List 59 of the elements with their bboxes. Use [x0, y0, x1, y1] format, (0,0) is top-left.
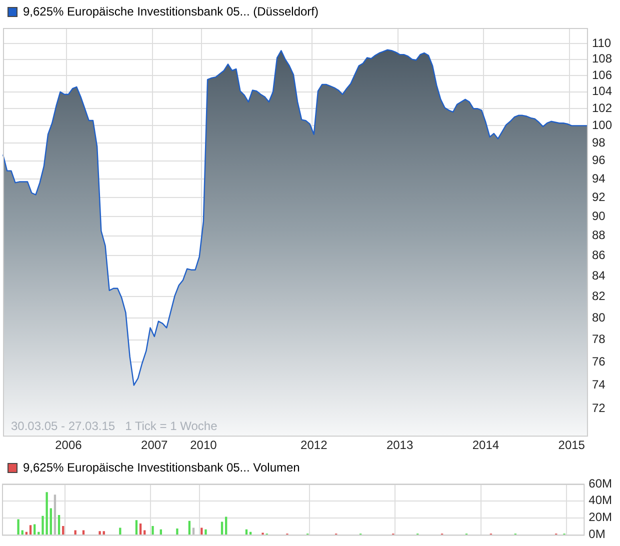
y-tick-label: 88	[592, 228, 606, 242]
bar	[46, 492, 48, 535]
bar	[200, 528, 203, 535]
legend-label: 9,625% Europäische Investitionsbank 05... Volumen	[23, 460, 300, 474]
x-tick-label: 2015	[558, 438, 586, 452]
bar	[29, 525, 32, 535]
bar	[225, 516, 228, 535]
x-tick-label: 2007	[141, 438, 168, 452]
bar	[62, 526, 64, 535]
x-tick-label: 2006	[55, 438, 82, 452]
y-tick-label: 60M	[588, 476, 612, 490]
y-tick-label: 102	[592, 100, 612, 115]
bar	[220, 522, 224, 535]
x-tick-label: 2012	[300, 438, 328, 452]
y-tick-label: 90	[592, 208, 606, 223]
bar	[54, 494, 56, 535]
y-tick-label: 76	[592, 354, 606, 369]
y-tick-label: 106	[592, 68, 612, 82]
x-tick-label: 2013	[386, 438, 414, 452]
y-tick-label: 0M	[588, 527, 606, 542]
bar	[21, 530, 24, 535]
y-tick-label: 92	[592, 190, 606, 204]
y-tick-label: 84	[592, 268, 606, 282]
y-tick-label: 80	[592, 310, 606, 324]
bar	[135, 520, 138, 535]
x-tick-label: 2010	[190, 438, 218, 452]
bar	[188, 520, 191, 535]
y-tick-label: 96	[592, 153, 606, 168]
y-tick-label: 100	[592, 118, 612, 132]
bar	[98, 531, 101, 535]
bar	[176, 528, 178, 535]
x-tick-label: 2014	[472, 438, 500, 452]
y-tick-label: 20M	[588, 510, 612, 524]
bar	[34, 524, 36, 535]
y-tick-label: 104	[592, 84, 612, 98]
y-tick-label: 98	[592, 135, 606, 150]
bar	[50, 508, 52, 535]
y-tick-label: 82	[592, 289, 606, 304]
y-tick-label: 108	[592, 52, 612, 66]
bar	[139, 523, 142, 535]
bar	[192, 528, 195, 535]
bar	[17, 519, 20, 535]
bar	[58, 514, 60, 535]
y-tick-label: 72	[592, 401, 606, 416]
bar	[102, 531, 105, 535]
y-tick-label: 40M	[588, 493, 612, 508]
y-tick-label: 110	[592, 36, 612, 50]
y-tick-label: 74	[592, 378, 606, 392]
legend-label: 9,625% Europäische Investitionsbank 05... (Düsseldorf)	[23, 4, 318, 18]
bar	[119, 528, 122, 535]
y-tick-label: 78	[592, 332, 606, 346]
bar	[152, 526, 154, 535]
bar	[144, 530, 146, 535]
y-tick-label: 94	[592, 171, 606, 186]
y-tick-label: 86	[592, 248, 606, 262]
bar	[82, 530, 85, 535]
bar	[74, 530, 76, 535]
bar	[204, 529, 207, 535]
annotation: 30.03.05 - 27.03.15 1 Tick = 1 Woche	[11, 418, 218, 433]
